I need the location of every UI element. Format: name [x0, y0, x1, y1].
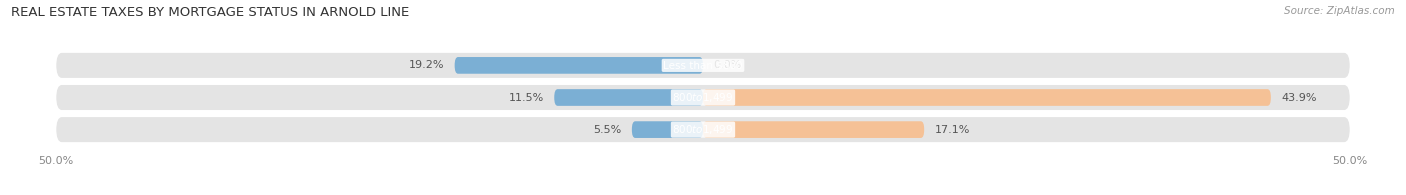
Text: 17.1%: 17.1%	[935, 125, 970, 135]
FancyBboxPatch shape	[703, 89, 1271, 106]
Text: Source: ZipAtlas.com: Source: ZipAtlas.com	[1284, 6, 1395, 16]
FancyBboxPatch shape	[56, 117, 1350, 142]
FancyBboxPatch shape	[454, 57, 703, 74]
Text: REAL ESTATE TAXES BY MORTGAGE STATUS IN ARNOLD LINE: REAL ESTATE TAXES BY MORTGAGE STATUS IN …	[11, 6, 409, 19]
FancyBboxPatch shape	[631, 121, 703, 138]
Text: 19.2%: 19.2%	[409, 60, 444, 70]
Text: Less than $800: Less than $800	[664, 60, 742, 70]
FancyBboxPatch shape	[703, 121, 924, 138]
Text: $800 to $1,499: $800 to $1,499	[672, 123, 734, 136]
Text: 43.9%: 43.9%	[1281, 92, 1316, 103]
Text: $800 to $1,499: $800 to $1,499	[672, 91, 734, 104]
Text: 5.5%: 5.5%	[593, 125, 621, 135]
Text: 0.0%: 0.0%	[713, 60, 741, 70]
Text: 11.5%: 11.5%	[509, 92, 544, 103]
FancyBboxPatch shape	[56, 53, 1350, 78]
FancyBboxPatch shape	[554, 89, 703, 106]
FancyBboxPatch shape	[56, 85, 1350, 110]
